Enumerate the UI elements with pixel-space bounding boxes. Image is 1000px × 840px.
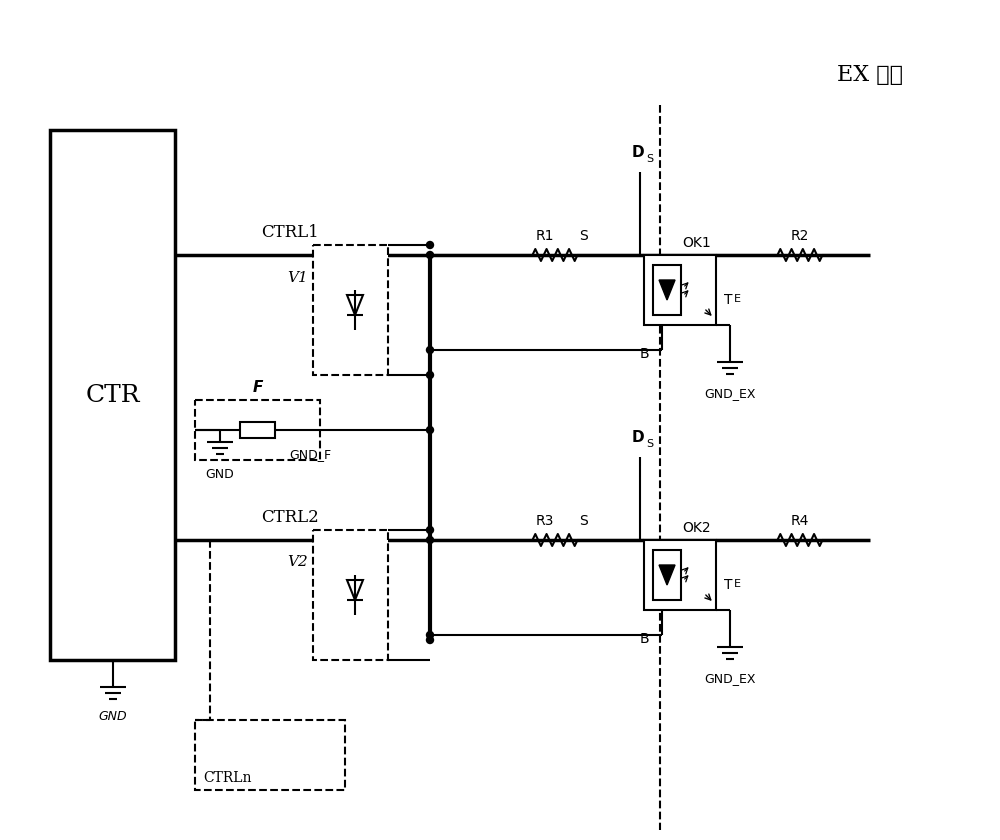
Bar [195,720,345,790]
Text: R4: R4 [791,514,809,528]
Text: GND_EX: GND_EX [704,387,756,400]
Text: T: T [724,293,732,307]
Text: R1: R1 [536,229,554,243]
Bar [312,530,388,660]
Text: D: D [632,430,644,445]
Text: F: F [252,380,263,395]
Text: S: S [646,154,653,164]
Text: CTRL2: CTRL2 [261,509,319,526]
Text: B: B [639,632,649,646]
Bar [644,540,716,610]
Text: E: E [734,579,741,589]
Text: OK2: OK2 [682,521,711,535]
Circle shape [426,632,434,638]
Circle shape [426,637,434,643]
Text: B: B [639,347,649,361]
Circle shape [426,346,434,354]
Bar [240,422,275,438]
Text: R2: R2 [791,229,809,243]
Bar [50,130,175,660]
Text: S: S [579,514,587,528]
Text: CTR: CTR [85,384,140,407]
Text: GND_F: GND_F [289,448,331,461]
Text: EX 区域: EX 区域 [837,64,903,86]
Bar [644,255,716,325]
Circle shape [426,371,434,379]
Text: GND: GND [98,710,127,723]
Circle shape [426,242,434,249]
Bar [653,550,681,601]
Circle shape [426,427,434,433]
Text: E: E [734,294,741,304]
Text: S: S [579,229,587,243]
Circle shape [426,251,434,259]
Text: D: D [632,145,644,160]
Bar [195,400,320,460]
Circle shape [426,527,434,533]
Text: OK1: OK1 [682,236,711,250]
Circle shape [426,537,434,543]
Polygon shape [659,565,675,585]
Text: CTRL1: CTRL1 [261,224,319,241]
Text: GND: GND [206,468,234,481]
Text: V2: V2 [287,555,308,570]
Text: R3: R3 [536,514,554,528]
Polygon shape [659,280,675,300]
Text: CTRLn: CTRLn [203,771,252,785]
Text: V1: V1 [287,270,308,285]
Bar [312,245,388,375]
Text: T: T [724,578,732,592]
Text: S: S [646,439,653,449]
Bar [653,265,681,315]
Text: GND_EX: GND_EX [704,672,756,685]
